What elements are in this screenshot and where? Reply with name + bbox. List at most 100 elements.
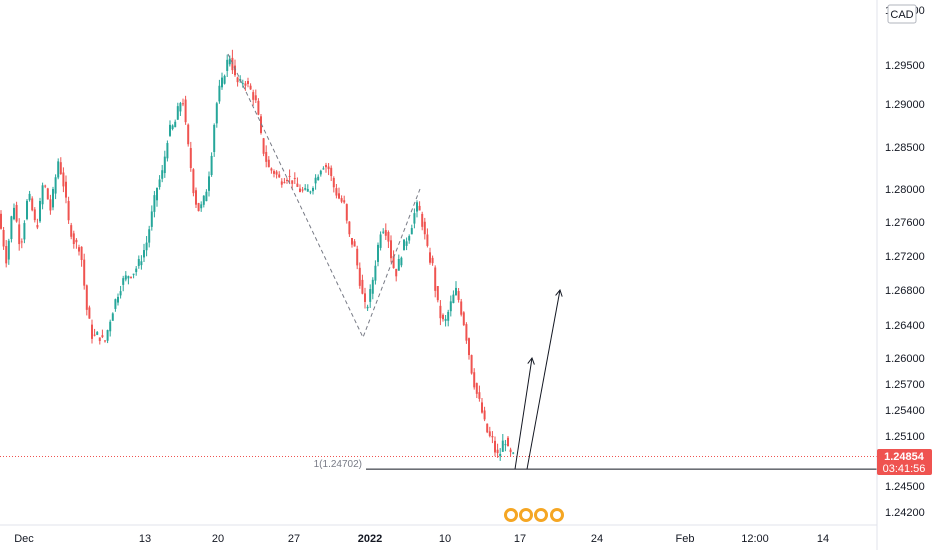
candle-body <box>171 125 174 130</box>
candle-body <box>210 155 213 175</box>
candle-body <box>504 444 507 446</box>
candle-body <box>33 209 36 221</box>
candle-body <box>353 241 356 247</box>
current-price-tag: 1.24854 03:41:56 <box>877 449 932 475</box>
candle-body <box>431 257 434 264</box>
candle-body <box>46 188 49 200</box>
candle-body <box>70 225 73 237</box>
candle-body <box>187 124 190 145</box>
y-tick-label: 1.27200 <box>885 251 925 263</box>
candle-body <box>374 265 377 281</box>
candle-body <box>2 229 5 247</box>
projection-arrow[interactable] <box>514 357 533 470</box>
candle-body <box>39 200 41 222</box>
candle-body <box>509 449 512 453</box>
candle-body <box>156 187 158 201</box>
candle-body <box>254 95 257 101</box>
candle-body <box>351 237 353 245</box>
candle-body <box>83 259 86 286</box>
candle-body <box>293 177 296 179</box>
candle-body <box>98 337 101 341</box>
candle-body <box>28 193 31 201</box>
candle-body <box>122 278 125 285</box>
candle-body <box>288 175 291 177</box>
candle-body <box>127 276 130 279</box>
candle-body <box>169 124 171 136</box>
candle-body <box>421 213 424 227</box>
candle-body <box>397 259 400 271</box>
candle-body <box>507 437 509 447</box>
candle-body <box>153 195 156 212</box>
candle-body <box>403 239 405 251</box>
candle-body <box>301 189 304 191</box>
candle-body <box>356 248 359 266</box>
candle-body <box>20 241 23 243</box>
candle-body <box>182 103 184 105</box>
candle-body <box>494 440 496 453</box>
candle-body <box>325 164 327 168</box>
candle-body <box>340 198 343 202</box>
candle-body <box>176 106 179 120</box>
y-tick-label: 1.26400 <box>885 320 925 332</box>
candle-body <box>49 199 52 211</box>
candle-body <box>109 321 112 332</box>
candle-body <box>322 168 325 170</box>
candle-body <box>88 307 91 319</box>
candle-body <box>496 449 499 454</box>
candle-body <box>384 230 387 236</box>
candle-body <box>410 228 413 235</box>
candle-body <box>473 372 476 388</box>
candle-body <box>78 247 80 252</box>
candle-body <box>486 423 489 433</box>
candle-body <box>491 436 494 438</box>
candle-body <box>327 166 330 170</box>
candle-body <box>462 312 465 326</box>
candle-body <box>488 431 491 437</box>
candle-body <box>67 200 70 221</box>
candle-body <box>501 440 504 452</box>
candle-body <box>408 236 411 241</box>
candle-body <box>418 205 421 211</box>
candle-body <box>317 176 320 181</box>
candle-body <box>481 402 483 413</box>
candles-layer <box>0 49 515 461</box>
candle-body <box>104 340 106 342</box>
candle-body <box>312 188 314 192</box>
candle-body <box>426 234 429 246</box>
candle-body <box>444 318 447 321</box>
candle-body <box>465 324 468 341</box>
currency-label: CAD <box>890 9 913 21</box>
candle-body <box>457 291 460 300</box>
currency-badge[interactable] <box>887 4 917 24</box>
x-tick-label: 14 <box>817 533 829 545</box>
candle-body <box>364 293 366 302</box>
candle-body <box>166 143 169 159</box>
candle-body <box>15 204 18 222</box>
candle-body <box>226 59 229 71</box>
candle-body <box>13 207 15 220</box>
x-tick-label: 13 <box>139 533 151 545</box>
candle-body <box>223 75 226 84</box>
candle-body <box>31 198 34 211</box>
y-tick-label: 1.25400 <box>885 405 925 417</box>
current-price: 1.24854 <box>884 451 925 463</box>
candle-body <box>423 221 426 235</box>
candle-body <box>7 240 10 260</box>
candle-body <box>309 191 312 193</box>
candle-body <box>400 257 403 266</box>
y-tick-label: 1.25100 <box>885 431 925 443</box>
candle-body <box>62 172 65 187</box>
economic-event-icons[interactable] <box>504 508 564 522</box>
candle-body <box>148 229 151 243</box>
candle-body <box>468 338 470 356</box>
candle-body <box>54 177 57 194</box>
candle-body <box>382 231 385 233</box>
candle-body <box>218 85 221 102</box>
candle-body <box>5 246 8 264</box>
projection-arrow[interactable] <box>526 289 561 470</box>
candle-body <box>130 276 132 278</box>
candle-body <box>442 314 444 320</box>
candle-body <box>262 138 265 154</box>
